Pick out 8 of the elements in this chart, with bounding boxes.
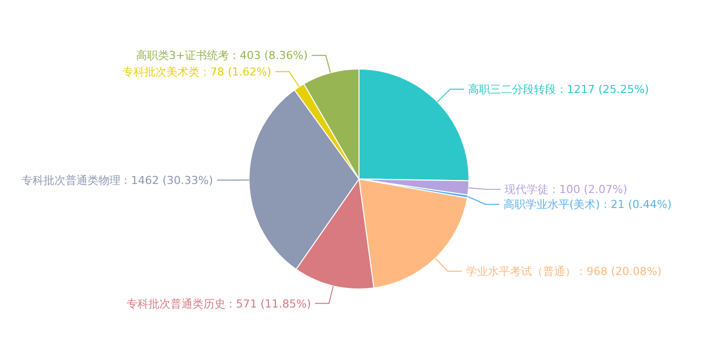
slice-label: 高职类3+证书统考 : 403 (8.36%) bbox=[136, 49, 308, 62]
slice-label: 高职学业水平(美术) : 21 (0.44%) bbox=[503, 198, 672, 212]
slice-label: 现代学徒 : 100 (2.07%) bbox=[504, 183, 628, 196]
slice-label: 专科批次普通类物理 : 1462 (30.33%) bbox=[21, 174, 214, 188]
slice-label: 学业水平考试（普通） : 968 (20.08%) bbox=[466, 265, 662, 278]
slice-label: 专科批次美术类 : 78 (1.62%) bbox=[122, 66, 272, 79]
slice-label: 高职三二分段转段 : 1217 (25.25%) bbox=[468, 83, 649, 96]
slice-label: 专科批次普通类历史 : 571 (11.85%) bbox=[126, 297, 311, 310]
